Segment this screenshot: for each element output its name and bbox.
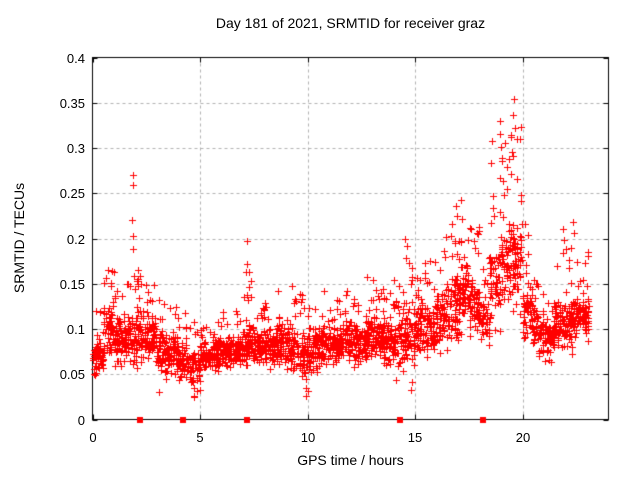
y-tick-label: 0.35 (59, 96, 85, 111)
y-tick-label: 0 (77, 413, 85, 428)
x-tick-label: 5 (196, 430, 204, 445)
y-tick-label: 0.1 (66, 322, 85, 337)
y-tick-label: 0.15 (59, 277, 85, 292)
y-tick-label: 0.3 (66, 141, 85, 156)
y-tick-label: 0.05 (59, 367, 85, 382)
y-tick-label: 0.2 (66, 232, 85, 247)
y-tick-label: 0.4 (66, 51, 85, 66)
x-tick-label: 15 (407, 430, 423, 445)
x-axis-label: GPS time / hours (297, 452, 404, 468)
x-tick-label: 10 (300, 430, 316, 445)
chart-title: Day 181 of 2021, SRMTID for receiver gra… (215, 15, 486, 31)
x-tick-label: 20 (515, 430, 531, 445)
y-tick-label: 0.25 (59, 186, 85, 201)
x-tick-label: 0 (89, 430, 97, 445)
